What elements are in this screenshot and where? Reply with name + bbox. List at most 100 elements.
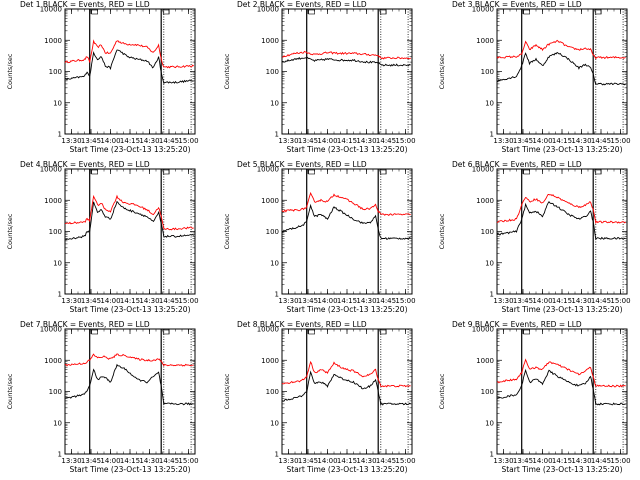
x-tick-label: 13:30 xyxy=(493,137,513,145)
y-tick-label: 1000 xyxy=(44,357,62,365)
x-tick-label: 15:00 xyxy=(178,297,198,305)
series-line-lld xyxy=(64,39,194,69)
y-tick-label: 10 xyxy=(270,99,279,107)
x-tick-label: 15:00 xyxy=(610,457,630,465)
y-tick-label: 100 xyxy=(49,228,62,236)
interval-flag xyxy=(594,9,602,15)
y-tick-label: 100 xyxy=(266,68,279,76)
x-tick-label: 15:00 xyxy=(178,137,198,145)
y-tick-label: 10000 xyxy=(257,6,279,14)
x-tick-label: 14:30 xyxy=(356,137,376,145)
y-tick-label: 10 xyxy=(270,259,279,267)
y-axis-label: Counts/sec xyxy=(438,373,446,409)
series-line-lld xyxy=(281,191,411,216)
x-axis-label: Start Time (23-Oct-13 13:25:20) xyxy=(501,305,622,314)
x-tick-label: 14:45 xyxy=(591,137,611,145)
series-line-lld xyxy=(281,360,411,388)
interval-flag xyxy=(523,9,531,15)
x-axis-label: Start Time (23-Oct-13 13:25:20) xyxy=(69,305,190,314)
x-tick-label: 14:00 xyxy=(317,297,337,305)
interval-flag xyxy=(379,9,387,15)
interval-flag xyxy=(91,329,98,335)
plot-frame xyxy=(64,8,196,135)
x-tick-label: 14:00 xyxy=(532,457,552,465)
x-tick-label: 13:45 xyxy=(513,457,533,465)
series-line-events xyxy=(64,363,194,406)
chart-title: Det 6 BLACK = Events, RED = LLD xyxy=(452,160,582,169)
interval-flag xyxy=(523,169,531,175)
series-line-events xyxy=(64,200,195,241)
x-tick-label: 14:45 xyxy=(591,297,611,305)
chart-panel-3: Det 3 BLACK = Events, RED = LLD Counts/se… xyxy=(438,0,631,154)
interval-flag xyxy=(523,329,531,335)
x-tick-label: 15:00 xyxy=(395,297,415,305)
x-tick-label: 14:15 xyxy=(337,137,357,145)
chart-panel-1: Det 1 BLACK = Events, RED = LLD Counts/se… xyxy=(6,0,199,154)
y-tick-label: 100 xyxy=(49,388,62,396)
chart-panel-2: Det 2 BLACK = Events, RED = LLD Counts/se… xyxy=(223,0,416,154)
y-tick-label: 10000 xyxy=(257,326,279,334)
y-tick-label: 10000 xyxy=(472,326,494,334)
chart-title: Det 9 BLACK = Events, RED = LLD xyxy=(452,320,582,329)
chart-panel-7: Det 7 BLACK = Events, RED = LLD Counts/se… xyxy=(6,320,199,474)
chart-panel-6: Det 6 BLACK = Events, RED = LLD Counts/se… xyxy=(438,160,631,314)
interval-flag xyxy=(594,169,602,175)
plot-frame xyxy=(281,168,413,295)
y-axis-label: Counts/sec xyxy=(438,53,446,89)
x-tick-label: 14:00 xyxy=(100,297,120,305)
series-line-events xyxy=(496,201,626,241)
interval-flag xyxy=(162,329,170,335)
y-tick-label: 1 xyxy=(490,291,494,299)
y-tick-label: 1000 xyxy=(261,37,279,45)
y-tick-label: 1000 xyxy=(476,357,494,365)
chart-title: Det 4 BLACK = Events, RED = LLD xyxy=(20,160,150,169)
x-tick-label: 14:15 xyxy=(120,457,140,465)
chart-title: Det 8 BLACK = Events, RED = LLD xyxy=(237,320,367,329)
x-tick-label: 13:30 xyxy=(278,457,298,465)
y-tick-label: 100 xyxy=(266,228,279,236)
x-tick-label: 13:30 xyxy=(278,297,298,305)
series-line-events xyxy=(496,51,627,86)
x-axis-label: Start Time (23-Oct-13 13:25:20) xyxy=(69,145,190,154)
series-line-lld xyxy=(496,194,626,225)
y-tick-label: 1 xyxy=(58,131,62,139)
plot-frame xyxy=(64,328,196,455)
y-tick-label: 10 xyxy=(53,99,62,107)
plot-frame xyxy=(496,8,628,135)
x-tick-label: 14:45 xyxy=(376,297,396,305)
interval-flag xyxy=(162,9,170,15)
y-tick-label: 100 xyxy=(49,68,62,76)
chart-panel-5: Det 5 BLACK = Events, RED = LLD Counts/se… xyxy=(223,160,416,314)
y-axis-label: Counts/sec xyxy=(438,213,446,249)
y-tick-label: 1000 xyxy=(44,197,62,205)
y-tick-label: 10000 xyxy=(472,166,494,174)
y-tick-label: 100 xyxy=(481,68,494,76)
x-tick-label: 13:30 xyxy=(493,297,513,305)
chart-panel-4: Det 4 BLACK = Events, RED = LLD Counts/se… xyxy=(6,160,199,314)
chart-title: Det 2 BLACK = Events, RED = LLD xyxy=(237,0,367,9)
chart-panel-9: Det 9 BLACK = Events, RED = LLD Counts/se… xyxy=(438,320,631,474)
series-line-lld xyxy=(496,358,626,388)
x-tick-label: 14:45 xyxy=(159,457,179,465)
y-tick-label: 100 xyxy=(266,388,279,396)
series-line-lld xyxy=(64,353,194,367)
series-line-lld xyxy=(281,50,412,60)
y-tick-label: 10 xyxy=(485,99,494,107)
x-tick-label: 14:15 xyxy=(337,297,357,305)
chart-panel-8: Det 8 BLACK = Events, RED = LLD Counts/se… xyxy=(223,320,416,474)
chart-title: Det 5 BLACK = Events, RED = LLD xyxy=(237,160,367,169)
x-tick-label: 14:00 xyxy=(100,137,120,145)
chart-title: Det 7 BLACK = Events, RED = LLD xyxy=(20,320,150,329)
interval-flag xyxy=(162,169,170,175)
x-tick-label: 13:30 xyxy=(61,297,81,305)
y-tick-label: 1000 xyxy=(261,197,279,205)
series-line-lld xyxy=(65,194,194,231)
x-tick-label: 14:45 xyxy=(376,457,396,465)
x-tick-label: 15:00 xyxy=(395,457,415,465)
x-tick-label: 14:45 xyxy=(159,137,179,145)
y-tick-label: 1000 xyxy=(261,357,279,365)
x-tick-label: 13:30 xyxy=(61,457,81,465)
y-tick-label: 10000 xyxy=(257,166,279,174)
x-tick-label: 13:45 xyxy=(298,137,318,145)
